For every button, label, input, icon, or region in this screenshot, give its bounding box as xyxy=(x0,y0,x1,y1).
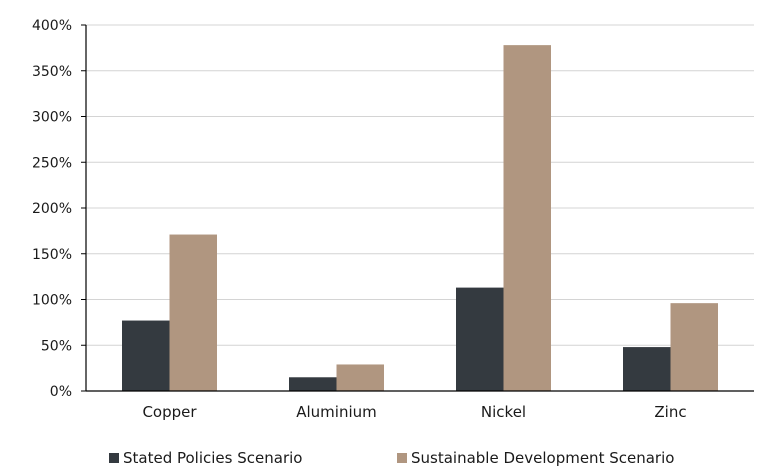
y-tick-label: 100% xyxy=(32,293,72,309)
legend-swatch xyxy=(397,453,407,463)
category-label: Nickel xyxy=(481,403,526,421)
category-label: Zinc xyxy=(654,403,686,421)
y-tick-label: 50% xyxy=(41,338,72,354)
bar-copper-series-2 xyxy=(169,234,217,391)
legend: Stated Policies Scenario Sustainable Deve… xyxy=(109,449,674,467)
y-axis-ticks: 0% 50% 100% 150% 200% 250% 300% 350% 400% xyxy=(32,18,86,400)
bars xyxy=(122,45,718,391)
bar-zinc-series-2 xyxy=(670,303,718,391)
bar-nickel-series-1 xyxy=(456,287,504,391)
legend-item: Stated Policies Scenario xyxy=(109,449,302,467)
y-tick-label: 150% xyxy=(32,247,72,263)
bar-aluminium-series-1 xyxy=(289,377,337,391)
bar-aluminium-series-2 xyxy=(336,364,384,391)
y-tick-label: 0% xyxy=(50,384,72,400)
legend-label: Stated Policies Scenario xyxy=(123,449,302,467)
y-tick-label: 200% xyxy=(32,201,72,217)
category-label: Aluminium xyxy=(296,403,377,421)
bar-copper-series-1 xyxy=(122,320,170,391)
y-tick-label: 250% xyxy=(32,155,72,171)
x-axis-categories: Copper Aluminium Nickel Zinc xyxy=(142,403,686,421)
y-tick-label: 300% xyxy=(32,110,72,126)
y-tick-label: 400% xyxy=(32,18,72,34)
legend-label: Sustainable Development Scenario xyxy=(411,449,674,467)
legend-item: Sustainable Development Scenario xyxy=(397,449,674,467)
category-label: Copper xyxy=(142,403,197,421)
legend-swatch xyxy=(109,453,119,463)
bar-zinc-series-1 xyxy=(623,347,671,391)
y-tick-label: 350% xyxy=(32,64,72,80)
bar-nickel-series-2 xyxy=(503,45,551,391)
